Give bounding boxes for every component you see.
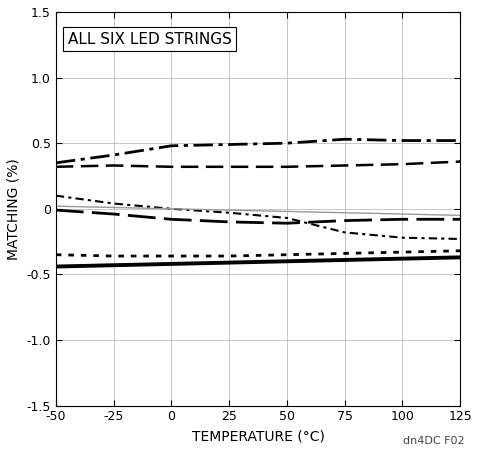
Text: ALL SIX LED STRINGS: ALL SIX LED STRINGS: [68, 32, 232, 47]
Y-axis label: MATCHING (%): MATCHING (%): [7, 158, 21, 260]
X-axis label: TEMPERATURE (°C): TEMPERATURE (°C): [192, 429, 324, 443]
Text: dn4DC F02: dn4DC F02: [403, 436, 465, 446]
